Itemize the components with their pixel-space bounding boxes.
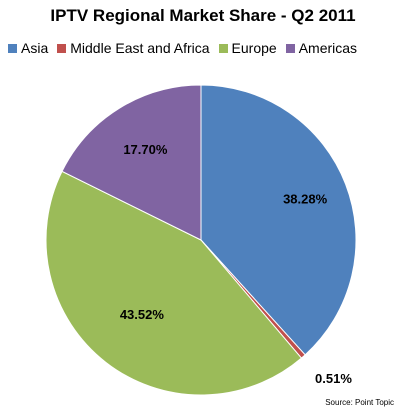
legend-item-middle-east-africa: Middle East and Africa xyxy=(57,40,210,56)
legend-label-europe: Europe xyxy=(231,40,277,56)
legend-swatch-americas xyxy=(285,43,295,53)
legend-swatch-asia xyxy=(8,43,17,53)
data-label-europe: 43.52% xyxy=(120,307,165,322)
legend: Asia Middle East and Africa Europe Ameri… xyxy=(8,40,406,56)
data-label-americas: 17.70% xyxy=(123,142,168,157)
pie-labels: 38.28% 0.51% 43.52% 17.70% xyxy=(120,142,352,386)
pie-slice-americas xyxy=(61,84,202,241)
legend-item-europe: Europe xyxy=(218,40,277,56)
legend-label-asia: Asia xyxy=(21,40,49,56)
pie-slice-europe xyxy=(45,170,303,396)
legend-label-middle-east-africa: Middle East and Africa xyxy=(70,40,210,56)
legend-label-americas: Americas xyxy=(298,40,358,56)
source-note: Source: Point Topic xyxy=(325,398,394,407)
legend-swatch-europe xyxy=(218,43,228,53)
chart-title: IPTV Regional Market Share - Q2 2011 xyxy=(50,6,356,25)
pie-slice-asia xyxy=(200,84,357,356)
pie-slices xyxy=(45,84,357,396)
legend-item-americas: Americas xyxy=(285,40,358,56)
legend-swatch-middle-east-africa xyxy=(57,43,67,53)
data-label-middle-east-africa: 0.51% xyxy=(315,371,352,386)
legend-item-asia: Asia xyxy=(8,40,48,56)
data-label-asia: 38.28% xyxy=(283,191,328,206)
